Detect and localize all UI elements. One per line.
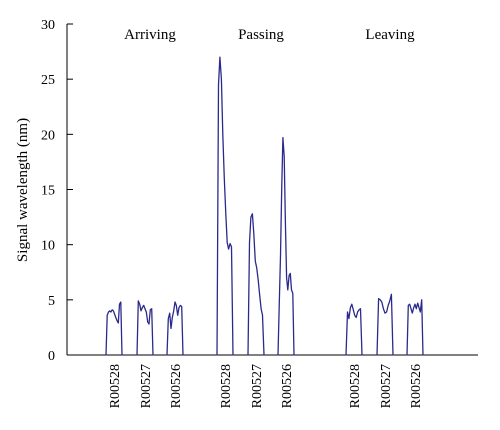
group-label-passing: Passing <box>238 27 284 43</box>
category-labels: R00528 R00527 R00526 R00528 R00527 R00526 R005… <box>108 364 424 408</box>
y-axis-title: Signal wavelength (nm) <box>15 118 31 262</box>
trace-passing-r00527 <box>247 213 265 356</box>
series-lines <box>105 56 424 356</box>
category-label: R00526 <box>169 364 184 408</box>
group-label-leaving: Leaving <box>365 27 415 43</box>
category-label: R00526 <box>409 364 424 408</box>
y-tick-label: 30 <box>41 18 55 33</box>
y-tick-label: 25 <box>41 73 55 88</box>
trace-leaving-r00528 <box>345 303 363 356</box>
y-tick-label: 0 <box>48 349 55 364</box>
trace-leaving-r00526 <box>406 299 424 356</box>
group-label-arriving: Arriving <box>124 27 176 43</box>
y-ticks: 0 5 10 15 20 25 30 <box>41 18 73 364</box>
category-label: R00527 <box>379 364 394 408</box>
category-label: R00528 <box>108 364 123 408</box>
y-tick-label: 10 <box>41 239 55 254</box>
axes <box>66 24 478 356</box>
trace-leaving-r00527 <box>376 293 394 356</box>
y-tick-label: 15 <box>41 184 55 199</box>
category-label: R00528 <box>219 364 234 408</box>
group-labels: Arriving Passing Leaving <box>124 27 415 43</box>
trace-passing-r00526 <box>277 136 295 356</box>
category-label: R00526 <box>280 364 295 408</box>
trace-arriving-r00526 <box>166 301 184 356</box>
y-tick-label: 5 <box>48 294 55 309</box>
category-label: R00528 <box>348 364 363 408</box>
trace-arriving-r00528 <box>105 301 123 356</box>
category-label: R00527 <box>139 364 154 408</box>
trace-passing-r00528 <box>216 56 234 356</box>
trace-arriving-r00527 <box>136 300 154 356</box>
category-label: R00527 <box>250 364 265 408</box>
y-tick-label: 20 <box>41 128 55 143</box>
